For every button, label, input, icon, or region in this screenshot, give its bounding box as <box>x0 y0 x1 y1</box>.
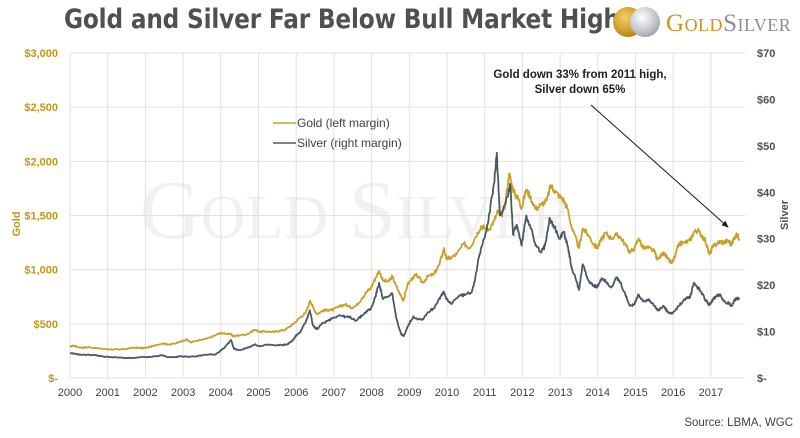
y-right-tick-label: $20 <box>757 280 775 292</box>
y-axis-right-title: Silver <box>779 199 791 230</box>
silver-series-line <box>69 151 741 360</box>
logo-text: GOLDSILVER <box>666 10 792 37</box>
legend-gold-label: Gold (left margin) <box>297 116 390 130</box>
y-right-tick-label: $40 <box>757 187 775 199</box>
x-tick-label: 2006 <box>284 387 308 399</box>
y-left-tick-label: $1,500 <box>24 211 58 223</box>
source-note: Source: LBMA, WGC <box>684 417 793 429</box>
y-right-tick-label: $30 <box>757 234 775 246</box>
x-tick-label: 2010 <box>435 387 459 399</box>
x-tick-label: 2009 <box>397 387 421 399</box>
y-left-tick-label: $3,000 <box>24 48 58 60</box>
y-left-tick-label: $- <box>48 373 58 385</box>
silver-coin-icon <box>630 7 660 37</box>
x-tick-label: 2008 <box>359 387 383 399</box>
y-left-tick-label: $2,500 <box>24 102 58 114</box>
y-axis-left: $- $500 $1,000 $1,500 $2,000 $2,500 $3,000 <box>24 48 58 385</box>
y-right-tick-label: $70 <box>757 48 775 60</box>
x-tick-label: 2012 <box>510 387 534 399</box>
x-tick-label: 2000 <box>58 387 82 399</box>
x-axis: 2000 2001 2002 2003 2004 2005 2006 2007 2008 2009… <box>58 387 723 399</box>
y-right-tick-label: $50 <box>757 141 775 153</box>
x-tick-label: 2007 <box>322 387 346 399</box>
y-right-tick-label: $10 <box>757 327 775 339</box>
x-tick-label: 2013 <box>548 387 572 399</box>
x-tick-label: 2004 <box>209 387 233 399</box>
x-tick-label: 2001 <box>95 387 119 399</box>
y-axis-left-title: Gold <box>11 211 23 236</box>
legend-silver-label: Silver (right margin) <box>297 136 402 150</box>
annotation: Gold down 33% from 2011 high, Silver dow… <box>493 69 729 228</box>
gold-series-line <box>69 172 741 351</box>
x-tick-label: 2014 <box>586 387 610 399</box>
annotation-line-1: Gold down 33% from 2011 high, <box>493 69 666 81</box>
annotation-line-2: Silver down 65% <box>535 84 626 96</box>
annotation-arrow <box>590 104 729 228</box>
x-tick-label: 2016 <box>661 387 685 399</box>
x-tick-label: 2002 <box>133 387 157 399</box>
x-tick-label: 2017 <box>699 387 723 399</box>
legend: Gold (left margin) Silver (right margin) <box>273 116 402 150</box>
y-left-tick-label: $1,000 <box>24 265 58 277</box>
x-tick-label: 2015 <box>623 387 647 399</box>
x-tick-label: 2005 <box>246 387 270 399</box>
chart-title: Gold and Silver Far Below Bull Market Hi… <box>64 4 634 35</box>
y-right-tick-label: $60 <box>757 94 775 106</box>
x-tick-label: 2003 <box>171 387 195 399</box>
y-left-tick-label: $2,000 <box>24 156 58 168</box>
y-right-tick-label: $- <box>757 373 767 385</box>
y-left-tick-label: $500 <box>34 319 58 331</box>
x-tick-label: 2011 <box>473 387 497 399</box>
gridlines <box>69 52 745 379</box>
series-group <box>69 151 741 360</box>
y-axis-right: $- $10 $20 $30 $40 $50 $60 $70 <box>757 48 775 385</box>
